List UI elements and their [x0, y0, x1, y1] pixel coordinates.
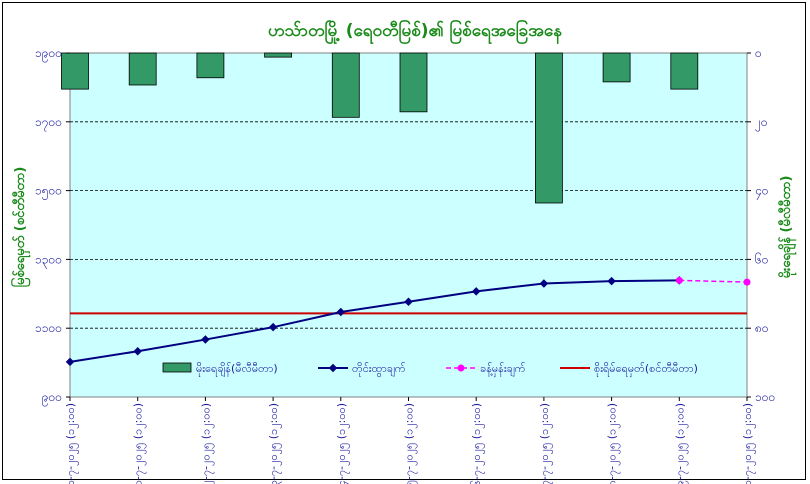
left-tick-label: ၁၉၀၀: [35, 46, 62, 63]
legend: မိုးရေချိန်(မီလီမီတာ) တိုင်းထွာချက် ခန့်…: [162, 362, 698, 377]
x-tick-label: ၁၀-၇-၂၀၂၅ (၁၂:၀၀): [64, 403, 79, 484]
forecast-point: [675, 276, 683, 284]
right-tick-label: ၀: [755, 46, 762, 60]
forecast-level-line: [679, 279, 748, 283]
legend-marker-forecast: [457, 364, 465, 372]
right-tick-label: ၁၀၀: [755, 390, 775, 404]
measured-point: [539, 279, 549, 288]
right-tick-label: ၆၀: [755, 251, 769, 266]
legend-label-measured: တိုင်းထွာချက်: [352, 362, 406, 377]
left-tick-label: ၁၃၀၀: [35, 252, 62, 269]
x-tick-label: ၁၃-၇-၂၀၂၅ (၁၂:၀၀): [267, 403, 282, 484]
rainfall-bar: [670, 52, 699, 90]
x-tick-label: ၁၈-၇-၂၀၂၅ (၁၂:၀၀): [606, 403, 621, 484]
x-tick-label: ၁၇-၇-၂၀၂၅ (၁၂:၀၀): [538, 403, 553, 484]
rainfall-bar: [128, 52, 157, 86]
legend-label-warning: စိုးရိမ်ရေမှတ်(စင်တီမီတာ): [594, 362, 698, 377]
rainfall-bar: [331, 52, 360, 118]
rainfall-bar: [264, 52, 293, 58]
legend-label-forecast: ခန့်မှန်းချက်: [480, 362, 526, 377]
x-tick-label: ၁၅-၇-၂၀၂၅ (၁၂:၀၀): [403, 403, 418, 484]
measured-point: [336, 307, 346, 317]
forecast-point: [743, 278, 751, 286]
measured-point: [201, 335, 210, 344]
x-tick-label: ၁၄-၇-၂၀၂၅ (၁၂:၀၀): [335, 403, 350, 484]
measured-point: [404, 297, 413, 306]
rainfall-bar: [602, 52, 631, 83]
x-tick-label: ၁၂-၇-၂၀၂၅ (၁၂:၀၀): [199, 403, 214, 484]
right-tick-label: ၄၀: [755, 184, 769, 201]
left-tick-label: ၁၅၀၀: [35, 184, 62, 201]
right-axis-label: မိုးရေချိန် (မီလီမီတာ): [777, 176, 797, 279]
left-tick-label: ၉၀၀: [42, 390, 62, 407]
measured-point: [65, 357, 75, 367]
right-tick-label: ၂၀: [755, 115, 768, 132]
left-tick-label: ၁၇၀၀: [35, 115, 62, 132]
x-tick-label: ၁၆-၇-၂၀၂၅ (၁၂:၀၀): [470, 403, 485, 484]
x-tick-label: ၁၉-၇-၂၀၂၅ (၁၂:၀၀): [673, 403, 688, 484]
measured-level-line: [69, 279, 680, 363]
left-tick-label: ၁၁၀၀: [35, 321, 62, 335]
left-axis-label: မြစ်ရေမှတ် (စင်တီမီတာ): [10, 167, 31, 288]
chart-title: ဟသ်ာတမြို့ (ရေ၀တီမြစ်)၏ မြစ်ရေအခြေအနေ: [268, 18, 562, 45]
rainfall-bar: [535, 52, 563, 204]
measured-point: [471, 287, 481, 296]
x-tick-label: ၂၀-၇-၂၀၂၅ (၁၂:၀၀): [741, 403, 756, 484]
rainfall-bar: [196, 52, 225, 79]
x-tick-label: ၁၁-၇-၂၀၂၅ (၁၂:၀၀): [132, 403, 147, 484]
measured-point: [607, 276, 616, 286]
measured-point: [133, 347, 142, 356]
legend-marker-measured: [328, 363, 338, 373]
legend-swatch-rainfall: [162, 362, 192, 373]
right-tick-label: ၈၀: [755, 321, 769, 335]
rainfall-bar: [61, 52, 89, 90]
legend-label-rainfall: မိုးရေချိန်(မီလီမီတာ): [196, 362, 278, 377]
rainfall-bar: [399, 52, 428, 113]
measured-point: [268, 322, 278, 332]
